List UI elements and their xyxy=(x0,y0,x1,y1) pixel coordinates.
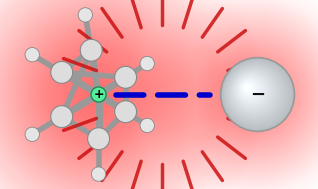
Text: −: − xyxy=(250,85,265,104)
Circle shape xyxy=(231,69,276,115)
Circle shape xyxy=(236,75,267,106)
Circle shape xyxy=(225,63,286,123)
Text: +: + xyxy=(93,88,104,101)
Circle shape xyxy=(230,68,278,116)
Circle shape xyxy=(237,77,264,103)
Circle shape xyxy=(238,78,262,101)
Circle shape xyxy=(227,65,283,121)
Circle shape xyxy=(237,76,265,104)
Circle shape xyxy=(226,64,285,122)
Circle shape xyxy=(243,84,252,92)
Circle shape xyxy=(245,85,250,91)
Circle shape xyxy=(245,85,249,90)
Circle shape xyxy=(245,86,248,89)
Circle shape xyxy=(224,61,289,126)
Circle shape xyxy=(225,62,287,124)
Circle shape xyxy=(232,70,274,113)
Circle shape xyxy=(238,77,263,102)
Circle shape xyxy=(232,71,273,111)
Circle shape xyxy=(229,67,279,117)
Circle shape xyxy=(140,56,155,71)
Circle shape xyxy=(140,118,155,133)
Circle shape xyxy=(234,72,271,109)
Circle shape xyxy=(223,60,291,128)
Circle shape xyxy=(242,82,255,95)
Circle shape xyxy=(115,101,136,123)
Circle shape xyxy=(241,81,257,97)
Circle shape xyxy=(232,71,273,112)
Circle shape xyxy=(78,8,93,22)
Circle shape xyxy=(246,87,247,88)
Circle shape xyxy=(235,74,269,108)
Circle shape xyxy=(230,68,277,115)
Circle shape xyxy=(243,83,253,93)
Circle shape xyxy=(231,69,275,114)
Circle shape xyxy=(222,59,293,130)
Circle shape xyxy=(227,65,282,120)
Circle shape xyxy=(228,67,280,118)
Circle shape xyxy=(244,84,251,91)
Circle shape xyxy=(25,127,39,142)
Circle shape xyxy=(242,82,254,94)
Circle shape xyxy=(241,81,256,96)
Circle shape xyxy=(235,74,268,107)
Circle shape xyxy=(51,106,73,128)
Circle shape xyxy=(51,61,73,83)
Circle shape xyxy=(91,87,106,102)
Circle shape xyxy=(222,59,292,129)
Circle shape xyxy=(236,75,266,105)
Circle shape xyxy=(228,66,281,119)
Circle shape xyxy=(239,78,261,100)
Circle shape xyxy=(115,66,136,88)
Circle shape xyxy=(226,64,284,122)
Circle shape xyxy=(224,62,288,125)
Circle shape xyxy=(223,61,290,127)
Circle shape xyxy=(240,80,258,98)
Circle shape xyxy=(221,58,294,131)
Circle shape xyxy=(234,73,270,108)
Circle shape xyxy=(221,58,294,130)
Circle shape xyxy=(240,79,259,99)
Circle shape xyxy=(233,72,272,110)
Circle shape xyxy=(239,79,260,100)
Circle shape xyxy=(25,47,39,62)
Circle shape xyxy=(91,167,106,181)
Circle shape xyxy=(80,39,102,61)
Circle shape xyxy=(88,128,109,150)
